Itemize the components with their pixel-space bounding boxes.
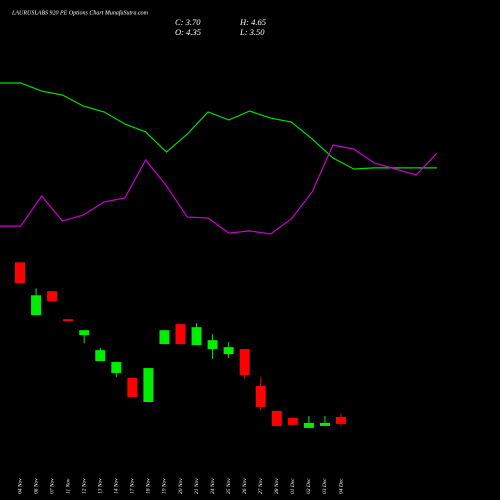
x-tick-label: 26 Nov (242, 478, 248, 494)
x-tick-label: 02 Dec (306, 478, 312, 494)
x-tick-label: 27 Nov (258, 478, 264, 494)
x-tick-label: 24 Nov (209, 478, 216, 494)
candle-body (303, 422, 314, 428)
open-value: O: 4.35 (175, 27, 201, 37)
x-tick-label: 11 Nov (65, 478, 71, 494)
x-tick-label: 19 Nov (162, 478, 168, 494)
candle-body (255, 386, 266, 407)
candle-body (15, 262, 25, 284)
candle-body (191, 327, 202, 346)
candle-body (127, 378, 138, 397)
x-tick-label: 01 Dec (290, 478, 296, 494)
x-tick-label: 25 Nov (226, 478, 232, 494)
x-tick-label: 17 Nov (130, 478, 136, 494)
candle-body (207, 340, 218, 350)
candle-body (175, 324, 186, 345)
candle-body (143, 368, 154, 402)
candle-body (239, 349, 250, 376)
x-tick-label: 20 Nov (178, 478, 184, 494)
high-value: H: 4.65 (239, 17, 266, 27)
x-tick-label: 04 Nov (16, 478, 23, 494)
chart-title: LAURUSLABS 920 PE Options Chart MunafaSu… (11, 9, 149, 16)
indicator-line (0, 82, 437, 170)
candle-body (271, 410, 282, 426)
candle-body (319, 422, 330, 426)
x-tick-label: 28 Nov (274, 478, 280, 494)
low-value: L: 3.50 (239, 27, 265, 37)
candle-body (47, 291, 58, 302)
x-tick-label: 03 Dec (322, 478, 328, 494)
candle-body (223, 347, 234, 355)
candle-body (336, 416, 346, 424)
candle-body (287, 417, 298, 425)
x-tick-label: 04 Dec (337, 478, 344, 494)
candle-body (111, 362, 122, 374)
close-value: C: 3.70 (175, 17, 201, 27)
candle-body (31, 295, 42, 316)
x-tick-label: 14 Nov (113, 478, 120, 494)
x-tick-label: 06 Nov (33, 478, 39, 494)
candle-body (159, 330, 170, 345)
x-tick-label: 21 Nov (194, 478, 200, 494)
candle-body (95, 350, 106, 362)
x-tick-label: 18 Nov (146, 478, 152, 494)
indicator-line (0, 144, 438, 235)
x-tick-label: 07 Nov (49, 478, 55, 494)
x-tick-label: 12 Nov (81, 478, 87, 494)
candle-body (79, 330, 90, 336)
candle-body (63, 319, 74, 322)
x-tick-label: 13 Nov (98, 478, 104, 494)
